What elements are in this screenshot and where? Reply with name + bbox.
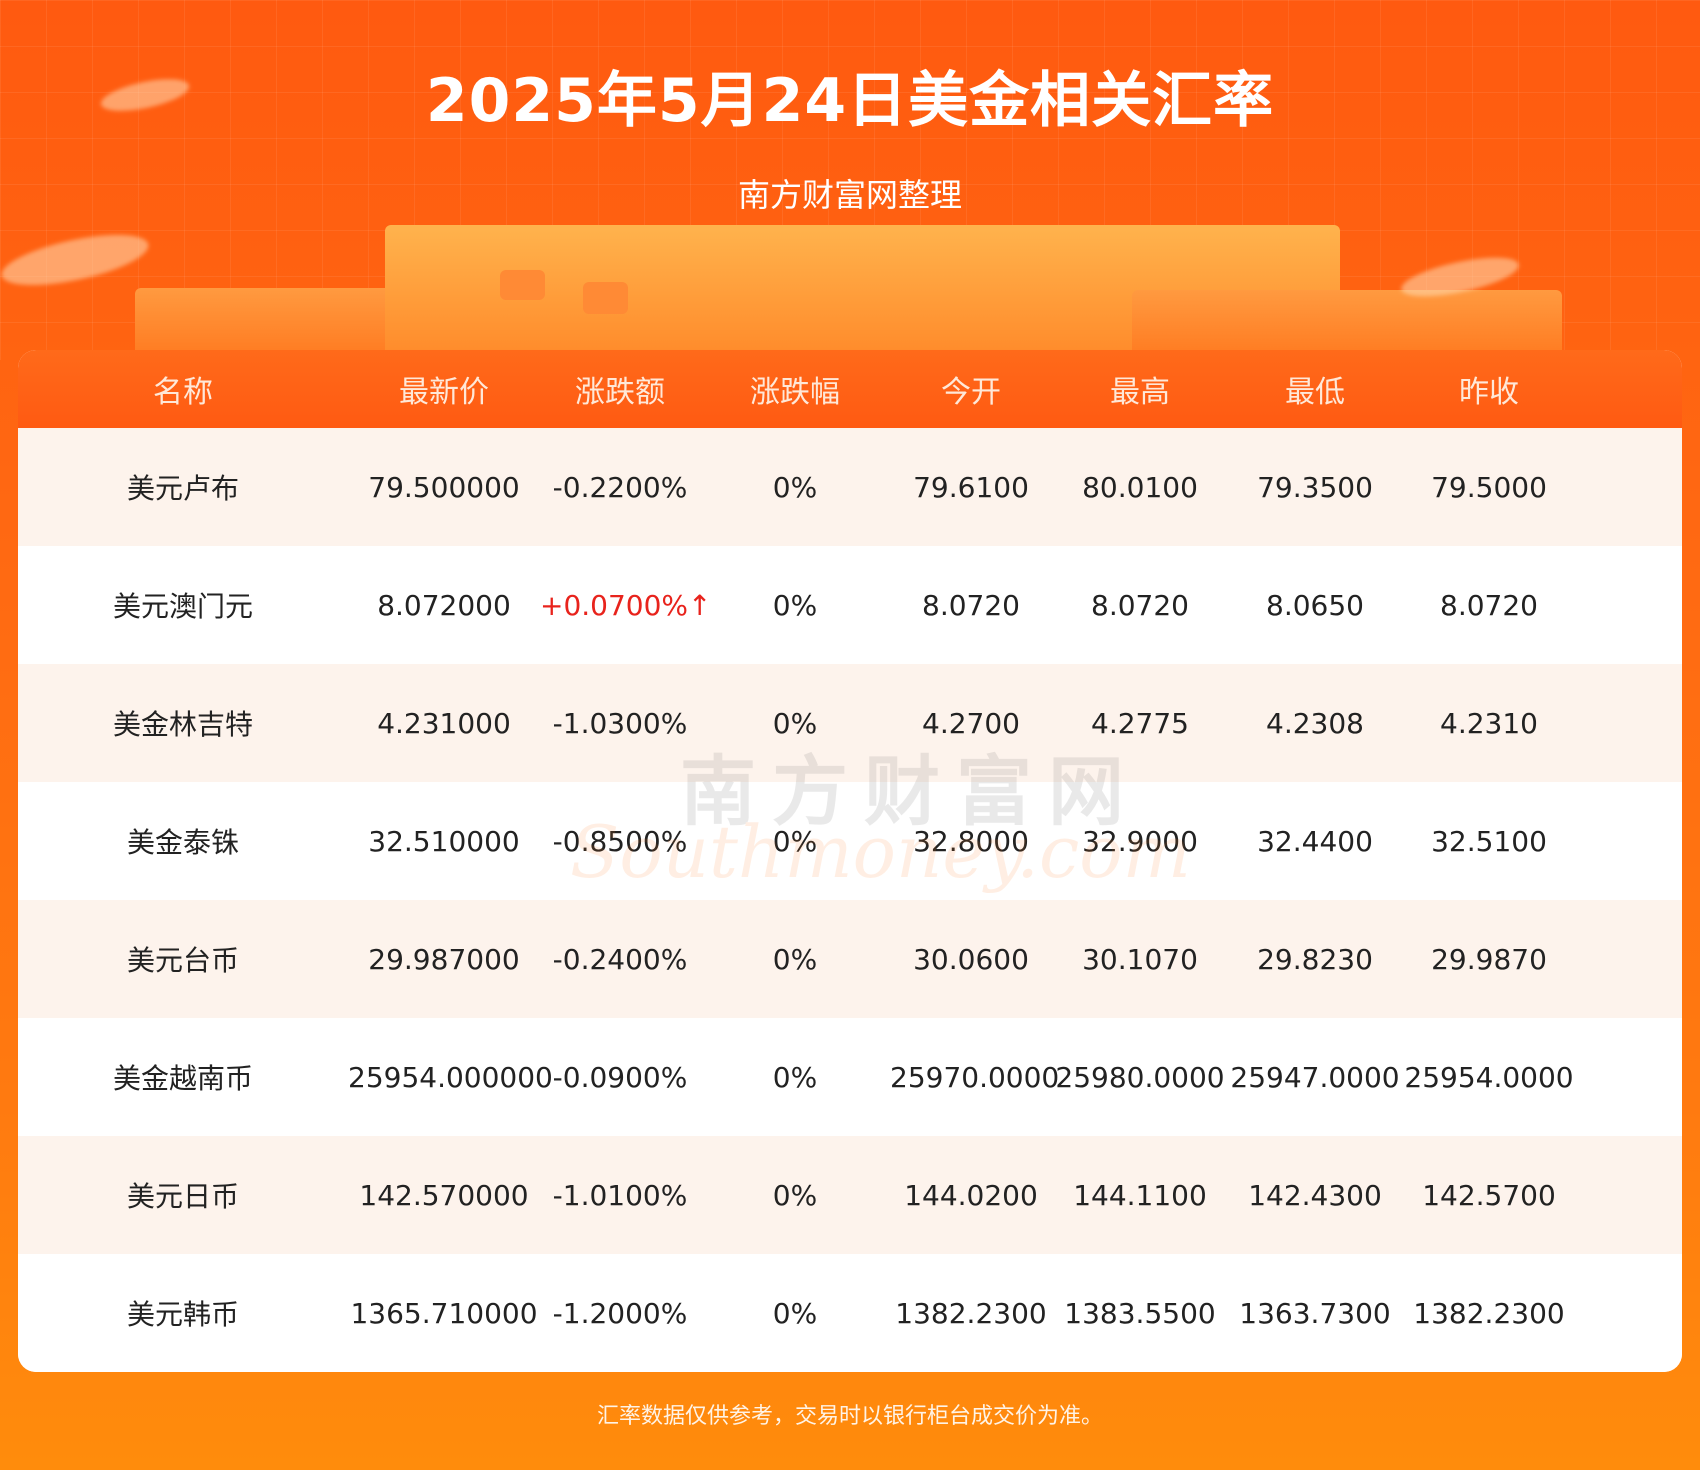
- table-header: 名称 最新价 涨跌额 涨跌幅 今开 最高 最低 昨收: [18, 350, 1682, 428]
- cell-prev-close: 25954.0000: [1404, 1060, 1574, 1094]
- cell-low: 4.2308: [1266, 706, 1364, 740]
- cell-open: 25970.0000: [890, 1060, 1060, 1094]
- cell-change-pct: 0%: [772, 470, 818, 504]
- cell-high: 80.0100: [1082, 470, 1198, 504]
- column-header-prev-close: 昨收: [1459, 375, 1519, 410]
- cell-low: 142.4300: [1248, 1178, 1382, 1212]
- table-row: 美元卢布 79.500000 -0.2200% 0% 79.6100 80.01…: [18, 428, 1682, 546]
- cell-prev-close: 142.5700: [1422, 1178, 1556, 1212]
- cell-prev-close: 1382.2300: [1413, 1296, 1565, 1330]
- cell-high: 144.1100: [1073, 1178, 1207, 1212]
- table-row: 美金泰铢 32.510000 -0.8500% 0% 32.8000 32.90…: [18, 782, 1682, 900]
- cell-low: 1363.7300: [1239, 1296, 1391, 1330]
- cell-change: -1.2000%: [552, 1296, 688, 1330]
- cell-latest: 1365.710000: [350, 1296, 538, 1330]
- column-header-open: 今开: [941, 375, 1001, 410]
- decor-block-right: [1132, 290, 1562, 358]
- cell-open: 1382.2300: [895, 1296, 1047, 1330]
- cell-low: 8.0650: [1266, 588, 1364, 622]
- cell-latest: 32.510000: [368, 824, 520, 858]
- cell-open: 4.2700: [922, 706, 1020, 740]
- table-row: 美元澳门元 8.072000 +0.0700%↑ 0% 8.0720 8.072…: [18, 546, 1682, 664]
- cell-open: 32.8000: [913, 824, 1029, 858]
- table-row: 美金林吉特 4.231000 -1.0300% 0% 4.2700 4.2775…: [18, 664, 1682, 782]
- decor-small-box: [500, 270, 545, 300]
- column-header-change-pct: 涨跌幅: [750, 375, 840, 410]
- cell-high: 32.9000: [1082, 824, 1198, 858]
- cell-latest: 29.987000: [368, 942, 520, 976]
- cell-prev-close: 4.2310: [1440, 706, 1538, 740]
- cell-change: -0.2200%: [552, 470, 688, 504]
- cell-change-pct: 0%: [772, 1060, 818, 1094]
- column-header-low: 最低: [1285, 375, 1345, 410]
- cell-high: 1383.5500: [1064, 1296, 1216, 1330]
- cell-name: 美金泰铢: [126, 826, 239, 859]
- cell-open: 79.6100: [913, 470, 1029, 504]
- page-subtitle: 南方财富网整理: [737, 176, 962, 214]
- table-row: 美元台币 29.987000 -0.2400% 0% 30.0600 30.10…: [18, 900, 1682, 1018]
- cell-low: 32.4400: [1257, 824, 1373, 858]
- column-header-change: 涨跌额: [575, 375, 665, 410]
- cell-name: 美元卢布: [126, 472, 239, 505]
- cell-latest: 8.072000: [377, 588, 511, 622]
- cell-name: 美元日币: [126, 1180, 239, 1213]
- rates-table: 名称 最新价 涨跌额 涨跌幅 今开 最高 最低 昨收 美元卢布 79.50000…: [18, 350, 1682, 1372]
- cell-change: -0.8500%: [552, 824, 688, 858]
- table-row: 美元日币 142.570000 -1.0100% 0% 144.0200 144…: [18, 1136, 1682, 1254]
- cell-change-pct: 0%: [772, 942, 818, 976]
- cell-high: 25980.0000: [1055, 1060, 1225, 1094]
- cell-open: 8.0720: [922, 588, 1020, 622]
- cell-change: -0.0900%: [552, 1060, 688, 1094]
- cell-high: 30.1070: [1082, 942, 1198, 976]
- cell-name: 美金越南币: [112, 1062, 253, 1095]
- cell-change: -1.0100%: [552, 1178, 688, 1212]
- cell-open: 144.0200: [904, 1178, 1038, 1212]
- page-title: 2025年5月24日美金相关汇率: [425, 66, 1275, 136]
- cell-name: 美元澳门元: [112, 590, 253, 623]
- cell-low: 79.3500: [1257, 470, 1373, 504]
- cell-change-pct: 0%: [772, 588, 818, 622]
- table-row: 美元韩币 1365.710000 -1.2000% 0% 1382.2300 1…: [18, 1254, 1682, 1372]
- column-header-high: 最高: [1110, 375, 1170, 410]
- cell-change-pct: 0%: [772, 1296, 818, 1330]
- cell-latest: 4.231000: [377, 706, 511, 740]
- cell-change: -1.0300%: [552, 706, 688, 740]
- footer-note: 汇率数据仅供参考，交易时以银行柜台成交价为准。: [596, 1404, 1103, 1429]
- cell-prev-close: 29.9870: [1431, 942, 1547, 976]
- cell-high: 8.0720: [1091, 588, 1189, 622]
- cell-latest: 25954.000000: [348, 1060, 553, 1094]
- table-row: 美金越南币 25954.000000 -0.0900% 0% 25970.000…: [18, 1018, 1682, 1136]
- cell-prev-close: 79.5000: [1431, 470, 1547, 504]
- cell-low: 25947.0000: [1230, 1060, 1400, 1094]
- cell-change-pct: 0%: [772, 706, 818, 740]
- cell-open: 30.0600: [913, 942, 1029, 976]
- cell-latest: 142.570000: [359, 1178, 529, 1212]
- cell-prev-close: 32.5100: [1431, 824, 1547, 858]
- cell-change-pct: 0%: [772, 1178, 818, 1212]
- cell-change-pct: 0%: [772, 824, 818, 858]
- column-header-latest: 最新价: [399, 375, 489, 410]
- cell-change: +0.0700%↑: [540, 588, 712, 622]
- cell-prev-close: 8.0720: [1440, 588, 1538, 622]
- cell-name: 美元台币: [126, 944, 239, 977]
- cell-name: 美金林吉特: [112, 708, 253, 741]
- cell-low: 29.8230: [1257, 942, 1373, 976]
- cell-name: 美元韩币: [126, 1298, 239, 1331]
- cell-latest: 79.500000: [368, 470, 520, 504]
- cell-high: 4.2775: [1091, 706, 1189, 740]
- cell-change: -0.2400%: [552, 942, 688, 976]
- decor-small-box: [583, 282, 628, 314]
- column-header-name: 名称: [153, 375, 213, 410]
